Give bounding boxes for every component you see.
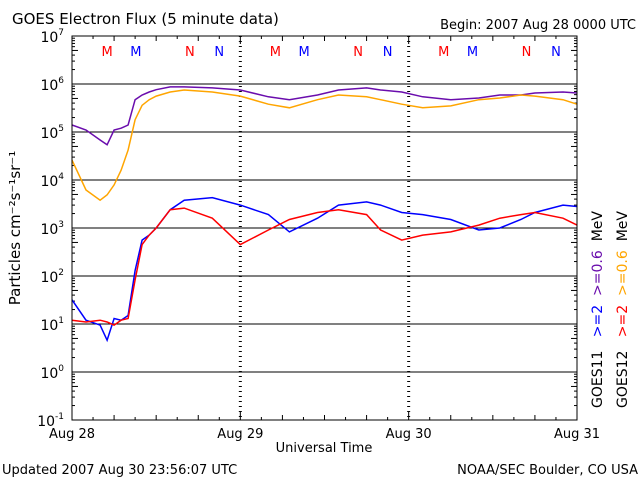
y-tick-label: 104: [40, 172, 64, 190]
y-tick-label: 105: [40, 124, 64, 142]
x-axis: Aug 28 Aug 29 Aug 30 Aug 31: [49, 36, 600, 442]
x-axis-label: Universal Time: [276, 441, 373, 456]
local-noon-midnight-marker: N: [214, 45, 224, 60]
x-tick-label: Aug 29: [217, 427, 263, 442]
y-tick-exponent: 5: [58, 124, 64, 134]
legend-spacer: [615, 296, 631, 305]
x-tick-label: Aug 31: [554, 427, 600, 442]
local-noon-midnight-marker: M: [130, 45, 141, 60]
y-tick-label: 102: [40, 268, 64, 286]
y-tick-label: 106: [40, 76, 64, 94]
legend-high-energy: >=0.6: [615, 250, 631, 296]
y-tick-exponent: 2: [58, 268, 64, 278]
y-tick-exponent: 0: [58, 364, 64, 374]
legend-spacer: [590, 241, 606, 250]
updated-timestamp: Updated 2007 Aug 30 23:56:07 UTC: [2, 463, 237, 478]
x-tick-label: Aug 28: [49, 427, 95, 442]
y-tick-exponent: 6: [58, 76, 64, 86]
chart-title: GOES Electron Flux (5 minute data): [12, 10, 279, 28]
legend-unit: MeV: [590, 211, 606, 242]
y-tick-exponent: 4: [58, 172, 64, 182]
begin-label: Begin: 2007 Aug 28 0000 UTC: [440, 18, 636, 33]
local-noon-midnight-marker: N: [383, 45, 393, 60]
legend-entry: GOES12 >=2 >=0.6 MeV: [615, 211, 631, 408]
series-line-goes11-0-6-mev: [71, 86, 578, 146]
legend-spacer: [590, 337, 606, 350]
local-noon-midnight-marker: M: [299, 45, 310, 60]
series-line-goes12-0-6-mev: [71, 89, 578, 202]
local-noon-midnight-marker: M: [438, 45, 449, 60]
y-tick-exponent: -1: [55, 412, 64, 422]
legend-high-energy: >=0.6: [590, 250, 606, 296]
y-axis-label: Particles cm⁻²s⁻¹sr⁻¹: [6, 151, 24, 305]
local-noon-midnight-marker: N: [522, 45, 532, 60]
credit-label: NOAA/SEC Boulder, CO USA: [457, 463, 638, 478]
y-tick-exponent: 7: [58, 28, 64, 38]
local-noon-midnight-marker: N: [353, 45, 363, 60]
y-tick-label: 101: [40, 316, 64, 334]
series-line-goes12-2-mev: [71, 207, 578, 326]
plot-frame: [71, 35, 578, 421]
legend-satellite: GOES11: [590, 351, 606, 408]
x-tick-label: Aug 30: [386, 427, 432, 442]
legend-spacer: [590, 296, 606, 305]
y-tick-exponent: 1: [58, 316, 64, 326]
y-tick-exponent: 3: [58, 220, 64, 230]
legend-satellite: GOES12: [615, 351, 631, 408]
legend-low-energy: >=2: [615, 305, 631, 337]
local-noon-midnight-marker: M: [101, 45, 112, 60]
y-tick-label: 100: [40, 364, 64, 382]
local-noon-midnight-marker: N: [551, 45, 561, 60]
series-lines: [71, 86, 578, 343]
legend-low-energy: >=2: [590, 305, 606, 337]
legend-spacer: [615, 337, 631, 350]
legend-entry: GOES11 >=2 >=0.6 MeV: [590, 211, 606, 408]
series-line-goes11-2-mev: [71, 196, 578, 343]
legend-unit: MeV: [615, 211, 631, 242]
y-tick-label: 107: [40, 28, 64, 46]
local-noon-midnight-marker: N: [185, 45, 195, 60]
local-noon-midnight-marker: M: [467, 45, 478, 60]
legend-spacer: [615, 241, 631, 250]
y-tick-label: 103: [40, 220, 64, 238]
local-noon-midnight-marker: M: [270, 45, 281, 60]
